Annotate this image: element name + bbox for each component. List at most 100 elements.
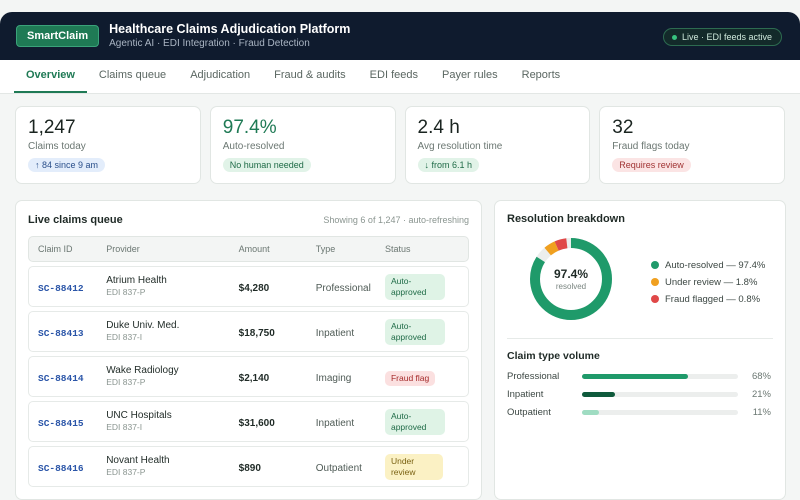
claim-id-link[interactable]: SC-88416: [38, 462, 84, 474]
col-status[interactable]: Status: [384, 244, 411, 254]
volume-track: [582, 391, 738, 397]
kpi-claims-today: 1,247 Claims today ↑ 84 since 9 am: [15, 106, 201, 184]
provider-name: Atrium Health: [106, 275, 167, 286]
tab-payer-rules[interactable]: Payer rules: [441, 69, 498, 81]
legend-dot-icon: [651, 261, 659, 269]
kpi-badge: ↓ from 6.1 h: [417, 158, 480, 172]
claim-amount: $18,750: [238, 327, 275, 339]
resolution-panel: Resolution breakdown 97.4% resolved Auto…: [494, 200, 786, 500]
kpi-value: 97.4%: [222, 117, 277, 138]
volume-row-outpatient: Outpatient 11%: [507, 405, 771, 419]
nav-tabs: Overview Claims queue Adjudication Fraud…: [0, 60, 800, 94]
app-title: Healthcare Claims Adjudication Platform: [109, 22, 351, 36]
volume-bar: [582, 391, 615, 397]
volume-pct: 21%: [751, 388, 771, 400]
provider-name: Novant Health: [106, 455, 170, 466]
kpi-badge: No human needed: [222, 158, 311, 172]
top-bar: SmartClaim Healthcare Claims Adjudicatio…: [0, 12, 800, 60]
claim-type: Professional: [315, 282, 371, 294]
volume-row-inpatient: Inpatient 21%: [507, 387, 771, 401]
claim-id-link[interactable]: SC-88412: [38, 282, 84, 294]
volume-label: Inpatient: [507, 388, 544, 400]
provider-edi: EDI 837-P: [106, 287, 146, 297]
kpi-badge: Requires review: [612, 158, 691, 172]
col-claim-id[interactable]: Claim ID: [38, 244, 73, 254]
provider-edi: EDI 837-P: [106, 377, 146, 387]
claim-type: Imaging: [315, 372, 352, 384]
breakdown-title: Resolution breakdown: [507, 213, 625, 225]
provider-name: UNC Hospitals: [106, 410, 172, 421]
col-provider[interactable]: Provider: [106, 244, 140, 254]
claim-id-link[interactable]: SC-88414: [38, 372, 84, 384]
legend-label: Fraud flagged — 0.8%: [665, 293, 761, 305]
table-row[interactable]: SC-88414 Wake Radiology EDI 837-P $2,140…: [28, 356, 469, 397]
legend-item: Auto-resolved — 97.4%: [651, 257, 765, 273]
claim-amount: $31,600: [238, 417, 275, 429]
kpi-auto-resolved: 97.4% Auto-resolved No human needed: [209, 106, 396, 184]
status-badge: Auto-approved: [384, 318, 445, 345]
tab-claims-queue[interactable]: Claims queue: [98, 69, 167, 81]
provider-name: Duke Univ. Med.: [106, 320, 180, 331]
tab-edi-feeds[interactable]: EDI feeds: [369, 69, 418, 81]
volume-label: Outpatient: [507, 406, 551, 418]
claim-type: Outpatient: [315, 462, 362, 474]
tab-reports[interactable]: Reports: [521, 69, 561, 81]
volume-bar: [582, 409, 600, 415]
claim-id-link[interactable]: SC-88413: [38, 327, 84, 339]
kpi-badge: ↑ 84 since 9 am: [28, 158, 106, 172]
tab-adjudication[interactable]: Adjudication: [190, 69, 251, 81]
table-row[interactable]: SC-88416 Novant Health EDI 837-P $890 Ou…: [28, 446, 469, 487]
volume-row-professional: Professional 68%: [507, 369, 771, 383]
tab-overview[interactable]: Overview: [14, 59, 87, 93]
brand-logo[interactable]: SmartClaim: [16, 25, 100, 47]
table-row[interactable]: SC-88412 Atrium Health EDI 837-P $4,280 …: [28, 266, 469, 307]
claim-id-link[interactable]: SC-88415: [38, 417, 84, 429]
status-badge: Auto-approved: [384, 273, 445, 300]
header-titles: Healthcare Claims Adjudication Platform …: [109, 22, 350, 50]
kpi-label: Avg resolution time: [417, 141, 503, 152]
kpi-row: 1,247 Claims today ↑ 84 since 9 am 97.4%…: [15, 106, 785, 184]
table-header: Claim ID Provider Amount Type Status: [28, 236, 469, 262]
kpi-fraud-flags: 32 Fraud flags today Requires review: [599, 106, 785, 184]
donut-center-value: 97.4%: [553, 267, 589, 281]
provider-edi: EDI 837-I: [106, 332, 143, 342]
table-row[interactable]: SC-88415 UNC Hospitals EDI 837-I $31,600…: [28, 401, 469, 442]
kpi-value: 2.4 h: [417, 117, 460, 138]
claim-type: Inpatient: [315, 327, 355, 339]
breakdown-legend: Auto-resolved — 97.4% Under review — 1.8…: [651, 257, 765, 308]
provider-edi: EDI 837-I: [106, 422, 143, 432]
volume-track: [582, 373, 738, 379]
resolution-donut-chart: [530, 238, 612, 320]
claim-type: Inpatient: [315, 417, 355, 429]
tab-fraud-audits[interactable]: Fraud & audits: [274, 69, 346, 81]
volume-pct: 68%: [751, 370, 771, 382]
kpi-avg-resolution: 2.4 h Avg resolution time ↓ from 6.1 h: [404, 106, 591, 184]
col-type[interactable]: Type: [315, 244, 336, 254]
claims-queue-panel: Live claims queue Showing 6 of 1,247 · a…: [15, 200, 482, 500]
queue-title: Live claims queue: [28, 214, 123, 226]
claim-amount: $4,280: [238, 282, 270, 294]
live-dot-icon: [671, 34, 677, 40]
legend-item: Fraud flagged — 0.8%: [651, 291, 765, 307]
kpi-label: Auto-resolved: [222, 141, 285, 152]
legend-label: Under review — 1.8%: [665, 276, 758, 288]
col-amount[interactable]: Amount: [238, 244, 270, 254]
status-badge: Fraud flag: [384, 370, 436, 386]
volume-track: [582, 409, 738, 415]
volume-bar: [582, 373, 689, 379]
provider-name: Wake Radiology: [106, 365, 179, 376]
claim-amount: $2,140: [238, 372, 270, 384]
donut-segment: [530, 238, 612, 320]
legend-label: Auto-resolved — 97.4%: [665, 259, 766, 271]
status-badge: Auto-approved: [384, 408, 445, 435]
divider: [507, 338, 773, 339]
volume-label: Professional: [507, 370, 560, 382]
legend-item: Under review — 1.8%: [651, 274, 765, 290]
volume-pct: 11%: [752, 406, 771, 418]
legend-dot-icon: [651, 278, 659, 286]
legend-dot-icon: [651, 295, 659, 303]
table-row[interactable]: SC-88413 Duke Univ. Med. EDI 837-I $18,7…: [28, 311, 469, 352]
claim-amount: $890: [238, 462, 261, 474]
kpi-value: 32: [612, 117, 634, 138]
live-status-badge: Live · EDI feeds active: [662, 28, 782, 46]
